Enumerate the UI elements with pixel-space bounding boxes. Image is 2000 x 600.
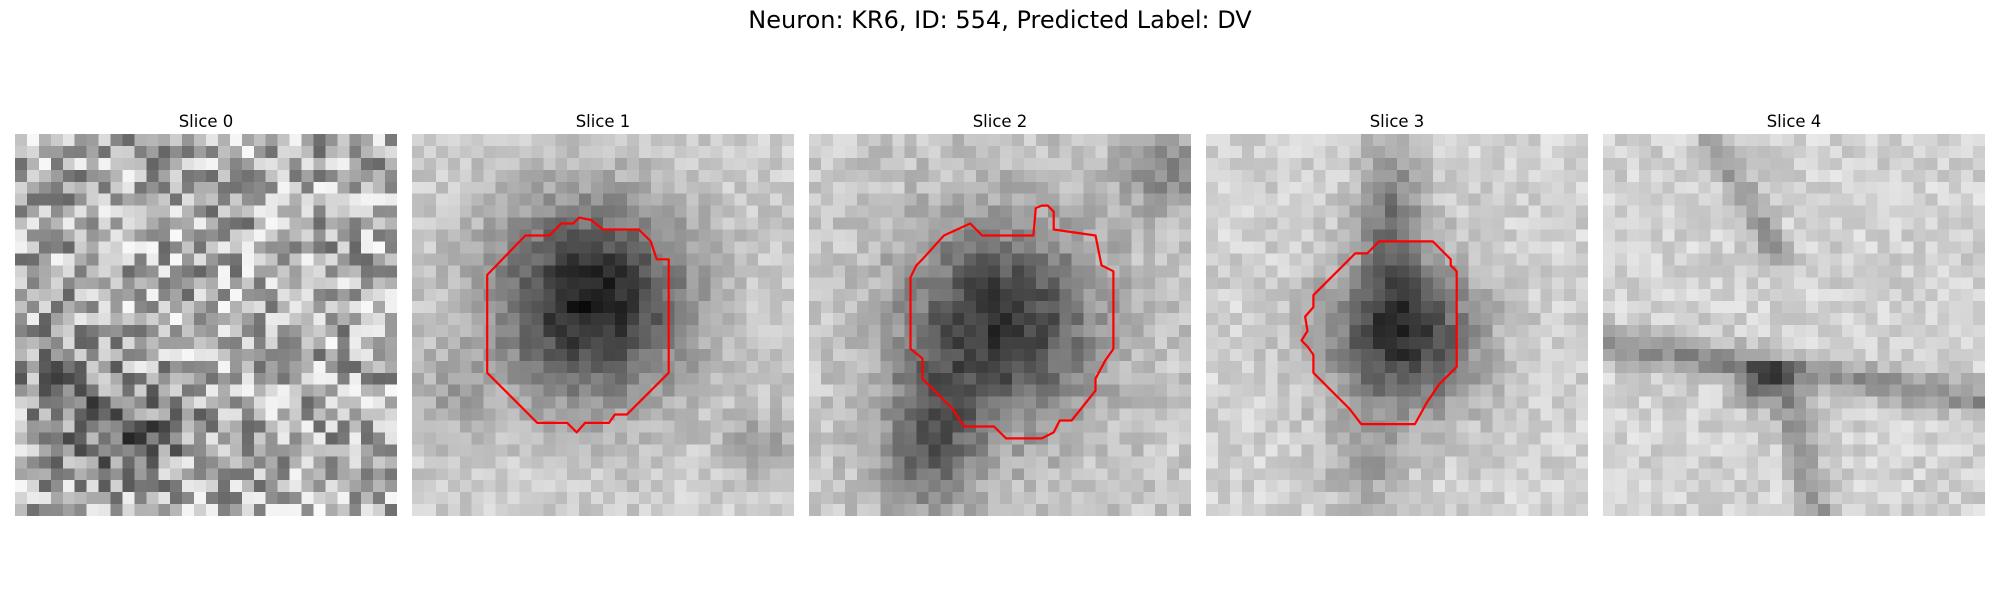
- slice-image-3: [1206, 134, 1588, 516]
- slice-title-0: Slice 0: [15, 110, 397, 134]
- slice-panel-2: Slice 2: [809, 110, 1191, 134]
- slice-svg-3: [1206, 134, 1588, 516]
- slice-panel-3: Slice 3: [1206, 110, 1588, 134]
- slice-panel-0: Slice 0: [15, 110, 397, 134]
- figure-title: Neuron: KR6, ID: 554, Predicted Label: D…: [0, 6, 2000, 34]
- slice-image-2: [809, 134, 1191, 516]
- slice-svg-0: [15, 134, 397, 516]
- slice-image-1: [412, 134, 794, 516]
- slice-svg-2: [809, 134, 1191, 516]
- slice-panel-4: Slice 4: [1603, 110, 1985, 134]
- slice-title-3: Slice 3: [1206, 110, 1588, 134]
- slice-title-4: Slice 4: [1603, 110, 1985, 134]
- slice-svg-1: [412, 134, 794, 516]
- slice-image-0: [15, 134, 397, 516]
- slice-title-2: Slice 2: [809, 110, 1191, 134]
- slice-title-1: Slice 1: [412, 110, 794, 134]
- slice-panel-1: Slice 1: [412, 110, 794, 134]
- slice-image-4: [1603, 134, 1985, 516]
- slice-svg-4: [1603, 134, 1985, 516]
